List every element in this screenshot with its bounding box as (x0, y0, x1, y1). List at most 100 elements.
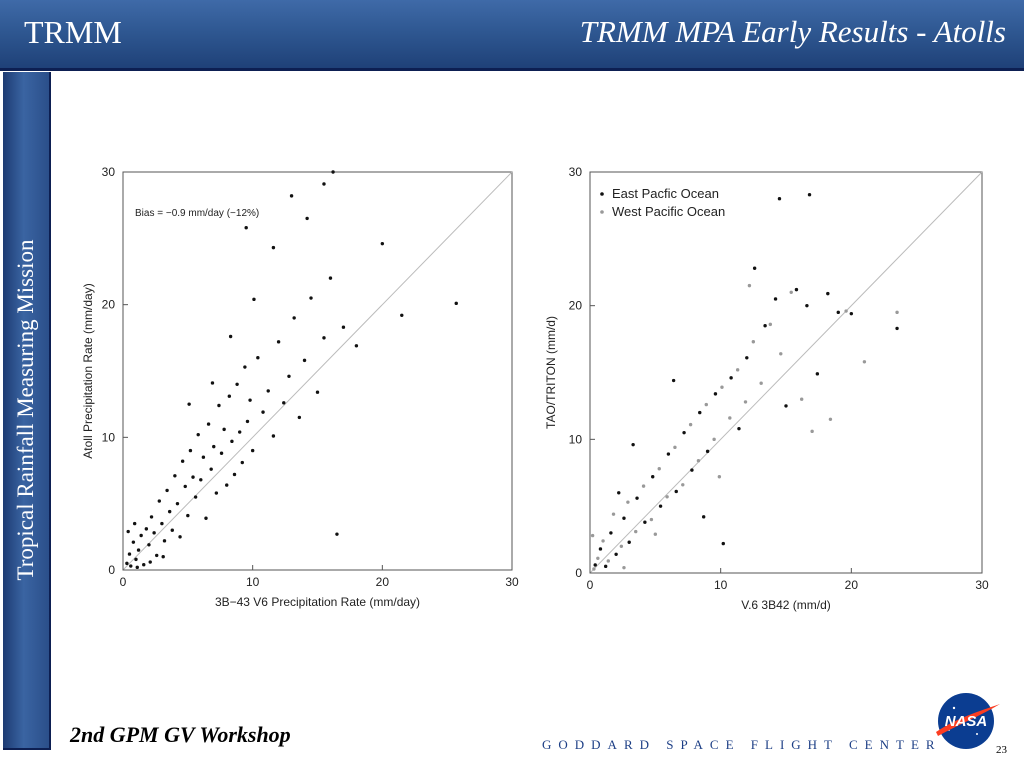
data-point (635, 496, 639, 500)
data-point (175, 501, 180, 506)
data-point (609, 531, 613, 535)
data-point (807, 193, 812, 197)
data-point (152, 531, 156, 535)
nasa-logo-text: NASA (945, 713, 988, 730)
data-point (784, 404, 788, 408)
data-point (844, 309, 848, 313)
data-point (136, 548, 141, 552)
data-point (127, 552, 132, 556)
data-point (271, 434, 276, 438)
data-point (735, 368, 740, 372)
data-point (768, 322, 773, 327)
data-point (653, 532, 658, 536)
data-point (139, 533, 143, 538)
data-point (217, 403, 221, 408)
data-point (256, 356, 260, 360)
data-point (673, 445, 677, 450)
x-tick-label: 20 (845, 578, 859, 592)
data-point (862, 360, 867, 364)
data-point (592, 567, 596, 571)
data-point (400, 313, 404, 317)
data-point (165, 488, 169, 493)
data-point (244, 226, 248, 230)
data-point (209, 467, 213, 471)
x-axis-label: V.6 3B42 (mm/d) (741, 598, 831, 612)
data-point (297, 415, 302, 420)
data-point (701, 515, 706, 519)
y-tick-label: 10 (569, 432, 583, 446)
data-point (199, 478, 203, 482)
y-tick-label: 10 (102, 430, 116, 444)
data-point (641, 484, 646, 488)
data-point (836, 310, 840, 315)
data-point (230, 439, 234, 444)
data-point (206, 422, 211, 426)
data-point (282, 401, 286, 405)
data-point (225, 483, 229, 487)
data-point (129, 564, 133, 568)
data-point (614, 552, 618, 556)
data-point (214, 491, 219, 495)
data-point (895, 326, 899, 331)
data-point (593, 563, 597, 567)
data-point (222, 427, 226, 432)
x-tick-label: 30 (505, 575, 519, 589)
data-point (799, 397, 804, 401)
data-point (289, 194, 294, 198)
data-point (302, 358, 307, 363)
data-point (611, 512, 616, 516)
header-bar: TRMM TRMM MPA Early Results - Atolls (0, 0, 1024, 71)
x-axis-label: 3B−43 V6 Precipitation Rate (mm/day) (215, 595, 420, 609)
data-point (454, 301, 458, 306)
data-point (210, 381, 215, 385)
data-point (759, 381, 763, 385)
data-point (157, 499, 162, 503)
data-point (717, 475, 722, 479)
data-point (212, 444, 216, 449)
data-point (688, 422, 693, 427)
data-point (713, 392, 718, 396)
data-point (743, 400, 748, 404)
data-point (598, 547, 603, 551)
x-tick-label: 20 (376, 575, 390, 589)
data-point (354, 344, 359, 348)
data-point (651, 475, 655, 479)
legend-marker (600, 192, 604, 196)
data-point (191, 475, 195, 479)
one-to-one-line (589, 171, 983, 574)
data-point (777, 197, 782, 201)
data-point (627, 540, 631, 544)
data-point (779, 352, 783, 356)
data-point (238, 430, 242, 434)
data-point (849, 311, 854, 316)
data-point (335, 532, 339, 536)
data-point (696, 459, 701, 463)
data-point (720, 385, 724, 389)
data-point (794, 287, 799, 292)
data-point (142, 562, 146, 567)
data-point (125, 561, 129, 566)
data-point (789, 290, 793, 294)
data-point (606, 559, 610, 563)
data-point (180, 459, 185, 463)
x-tick-label: 0 (120, 575, 127, 589)
data-point (601, 539, 605, 543)
y-tick-label: 20 (569, 299, 583, 313)
data-point (805, 303, 809, 308)
data-point (193, 495, 198, 499)
data-point (243, 365, 247, 369)
data-point (227, 394, 232, 398)
data-point (309, 296, 313, 300)
data-point (751, 340, 756, 344)
sidebar-vertical-text: Tropical Rainfall Measuring Mission (13, 239, 38, 581)
y-tick-label: 30 (569, 165, 583, 179)
data-point (596, 556, 600, 560)
data-point (186, 513, 190, 518)
data-point (712, 437, 716, 442)
x-tick-label: 30 (975, 578, 989, 592)
data-point (126, 529, 130, 534)
data-point (187, 402, 191, 406)
data-point (261, 410, 265, 414)
data-point (603, 564, 608, 569)
data-point (622, 565, 626, 570)
